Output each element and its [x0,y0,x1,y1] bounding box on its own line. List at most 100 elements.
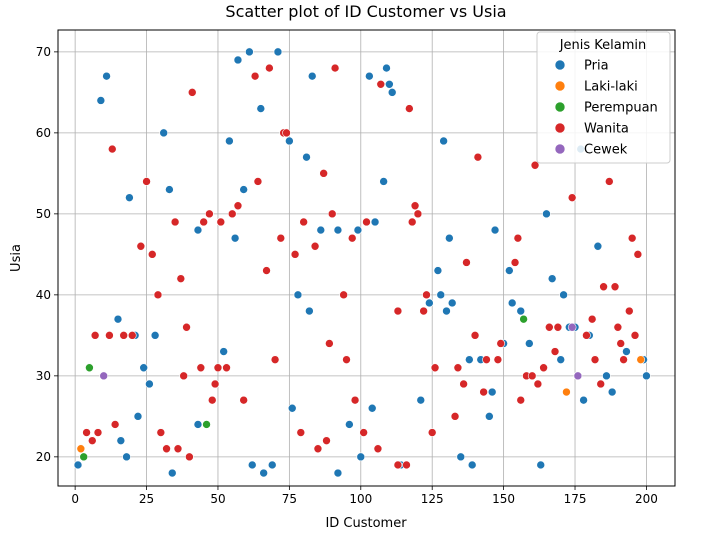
point-wanita [393,460,403,470]
point-pria [536,460,546,470]
point-wanita [199,217,208,227]
point-pria [267,460,277,470]
point-pria [247,460,257,470]
point-pria [370,217,380,227]
legend-label: Cewek [584,143,628,158]
y-tick-label: 50 [36,207,51,221]
point-pria [485,412,494,421]
point-cewek [99,371,109,381]
point-pria [305,306,314,316]
point-pria [542,209,551,219]
legend-items: Pria Laki-laki Perempuan Wanita Cewek [554,59,658,158]
point-wanita [553,322,563,332]
point-pria [525,339,534,348]
point-wanita [610,282,620,292]
point-wanita [393,306,403,316]
point-pria [507,298,517,308]
point-pria [345,420,354,429]
point-wanita [590,355,600,364]
point-pria [122,452,131,462]
point-wanita [216,217,226,227]
point-pria [145,379,154,389]
point-wanita [342,355,351,364]
point-pria [293,290,303,300]
point-pria [256,104,266,113]
axis-ticks: 0 25 50 75 100 125 150 175 200 20 30 40 50 60 70 [36,45,658,506]
point-wanita [176,274,186,283]
point-pria [193,420,203,429]
point-wanita [330,63,340,73]
point-pria [365,71,374,81]
point-wanita [250,71,260,81]
legend-marker [554,101,566,113]
point-wanita [185,452,194,462]
point-pria [353,225,363,235]
point-pria [316,225,326,235]
point-wanita [582,331,591,340]
point-pria [125,193,134,202]
point-wanita [616,339,626,348]
point-wanita [599,282,608,292]
point-pria [233,55,243,65]
y-axis-label: Usia [9,244,24,272]
legend-title: Jenis Kelamin [559,38,647,53]
point-wanita [482,355,491,364]
legend-item-perempuan: Perempuan [554,101,658,116]
point-wanita [182,322,191,332]
legend-label: Perempuan [584,101,658,116]
point-pria [607,387,617,397]
point-cewek [573,371,583,381]
point-pria [139,363,148,373]
point-wanita [310,241,320,251]
point-wanita [325,339,334,348]
x-tick-label: 25 [139,492,154,506]
point-pria [379,177,388,186]
point-pria [259,468,268,478]
point-pria [425,298,434,308]
point-wanita [136,241,146,251]
y-tick-label: 70 [36,45,51,59]
point-wanita [205,209,214,219]
point-wanita [262,266,271,275]
point-wanita [276,233,286,243]
plot-area-frame [57,29,676,487]
point-wanita [265,63,274,73]
point-wanita [350,395,360,405]
point-wanita [516,395,526,405]
point-pria [442,306,451,316]
point-wanita [453,363,463,373]
point-wanita [479,387,488,397]
point-wanita [550,347,560,356]
point-pria [465,355,474,364]
point-wanita [87,436,97,445]
point-pria [287,403,297,413]
point-pria [302,152,311,162]
point-pria [447,298,457,308]
x-tick-label: 125 [421,492,444,506]
point-wanita [605,177,614,186]
point-wanita [282,128,291,138]
point-pria [245,47,254,57]
point-pria [487,387,497,397]
point-pria [102,71,111,81]
point-wanita [627,233,637,243]
point-wanita [362,217,371,227]
point-wanita [322,436,331,445]
point-pria [356,452,366,462]
legend-marker [554,59,566,71]
point-perempuan [202,420,211,429]
x-tick-label: 75 [282,492,297,506]
point-pria [96,96,106,105]
point-pria [333,468,343,478]
point-wanita [407,217,417,227]
point-wanita [213,363,223,373]
x-tick-label: 150 [492,492,515,506]
point-wanita [207,395,217,405]
point-wanita [153,290,163,300]
point-pria [559,290,568,300]
legend-label: Wanita [584,122,629,137]
point-wanita [470,331,480,340]
legend-marker [554,122,566,134]
point-pria [367,403,377,413]
